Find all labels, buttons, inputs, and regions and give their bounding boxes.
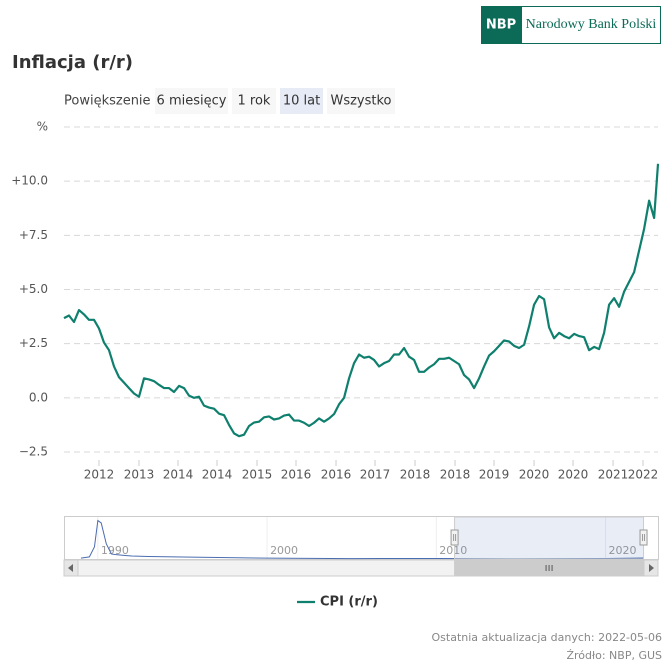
x-tick-label: 2015 <box>242 468 273 482</box>
navigator-handle[interactable] <box>639 529 648 546</box>
y-tick-label: −2.5 <box>19 445 48 459</box>
scroll-left-arrow <box>68 564 73 572</box>
zoom-button-label: 1 rok <box>238 94 271 109</box>
zoom-label: Powiększenie <box>64 94 151 109</box>
x-tick-label: 2018 <box>440 468 471 482</box>
logo-short: NBP <box>486 18 516 33</box>
x-tick-label: 2017 <box>360 468 391 482</box>
logo-name: Narodowy Bank Polski <box>526 17 657 32</box>
navigator-selection <box>454 516 645 560</box>
x-tick-label: 2013 <box>124 468 155 482</box>
navigator-tick-label: 2020 <box>609 544 637 557</box>
y-tick-label: +2.5 <box>19 336 48 350</box>
zoom-button-label: 6 miesięcy <box>157 94 227 109</box>
navigator-tick-label: 2010 <box>439 544 467 557</box>
x-tick-label: 2014 <box>163 468 194 482</box>
x-tick-label: 2016 <box>321 468 352 482</box>
navigator-tick-label: 2000 <box>270 544 298 557</box>
x-tick-label: 2018 <box>400 468 431 482</box>
x-tick-label: 2021 <box>598 468 629 482</box>
x-tick-label: 2020 <box>519 468 550 482</box>
zoom-button-label: 10 lat <box>283 94 320 109</box>
x-tick-label: 2022 <box>628 468 659 482</box>
logo-frame <box>521 6 661 44</box>
footer-note: Ostatnia aktualizacja danych: 2022-05-06 <box>432 631 662 644</box>
y-tick-label: +5.0 <box>19 282 48 296</box>
x-tick-label: 2012 <box>84 468 115 482</box>
x-tick-label: 2020 <box>558 468 589 482</box>
legend-label: CPI (r/r) <box>320 595 378 610</box>
data-line <box>63 163 660 438</box>
y-tick-label: 0.0 <box>29 390 48 404</box>
chart-title: Inflacja (r/r) <box>12 52 133 73</box>
zoom-button[interactable] <box>327 88 395 114</box>
y-tick-label: +10.0 <box>11 174 48 188</box>
y-tick-label: % <box>37 120 48 134</box>
logo-badge <box>481 6 521 44</box>
navigator-frame <box>64 516 659 560</box>
zoom-button-label: Wszystko <box>330 94 391 109</box>
y-tick-label: +7.5 <box>19 228 48 242</box>
zoom-button[interactable] <box>232 88 276 114</box>
x-tick-label: 2016 <box>281 468 312 482</box>
navigator-handle[interactable] <box>450 529 459 546</box>
x-tick-label: 2014 <box>202 468 233 482</box>
zoom-button[interactable] <box>155 88 228 114</box>
zoom-button[interactable] <box>280 88 323 114</box>
x-tick-label: 2019 <box>479 468 510 482</box>
scroll-right-arrow <box>649 564 654 572</box>
footer-note: Źródło: NBP, GUS <box>566 649 662 662</box>
